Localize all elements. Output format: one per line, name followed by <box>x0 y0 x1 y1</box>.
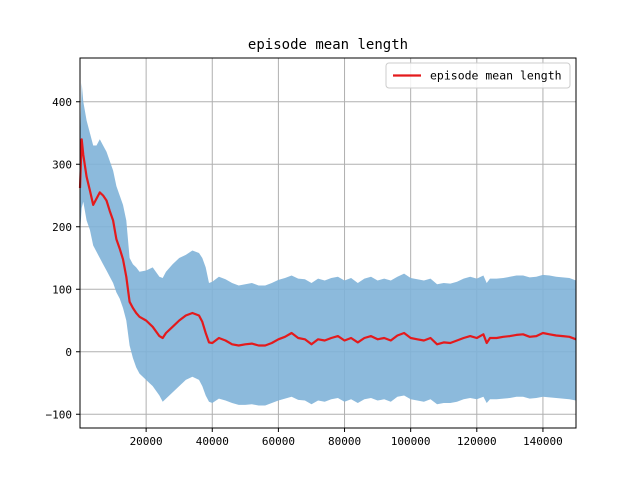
tick-labels: 20000 40000 60000 80000 100000 120000 140000 −1… <box>46 96 563 448</box>
series-line <box>78 138 577 347</box>
legend: episode mean length <box>385 62 571 89</box>
x-tick-label: 100000 <box>391 435 431 448</box>
y-tick-label: 100 <box>52 283 72 296</box>
legend-label: episode mean length <box>430 69 562 83</box>
std-band <box>80 83 576 406</box>
y-tick-label: 200 <box>52 221 72 234</box>
y-tick-label: 0 <box>65 346 72 359</box>
legend-box <box>385 62 571 89</box>
x-tick-label: 120000 <box>457 435 497 448</box>
y-tick-label: −100 <box>46 408 73 421</box>
plot-marks <box>78 83 577 406</box>
y-tick-label: 400 <box>52 96 72 109</box>
x-tick-label: 20000 <box>130 435 163 448</box>
chart-title: episode mean length <box>248 37 408 53</box>
x-tick-label: 40000 <box>196 435 229 448</box>
x-tick-label: 80000 <box>328 435 361 448</box>
x-tick-label: 60000 <box>262 435 295 448</box>
x-tick-label: 140000 <box>523 435 563 448</box>
y-tick-label: 300 <box>52 158 72 171</box>
plot-frame <box>79 57 577 429</box>
